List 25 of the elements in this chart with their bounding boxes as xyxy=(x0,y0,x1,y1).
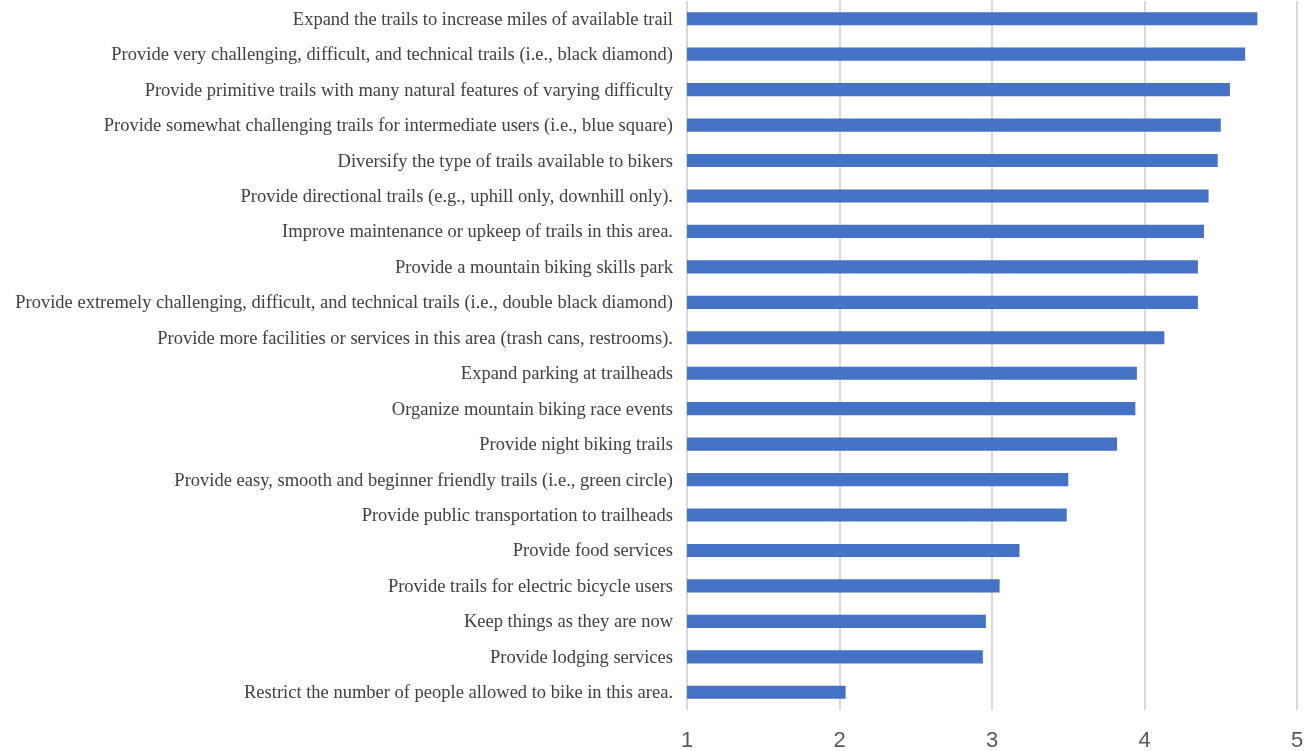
y-tick-label: Provide extremely challenging, difficult, and technical trails (i.e., double black diamond) xyxy=(15,292,673,314)
y-tick-label: Provide more facilities or services in this area (trash cans, restrooms). xyxy=(157,327,673,349)
y-tick-label: Improve maintenance or upkeep of trails in this area. xyxy=(282,221,673,242)
y-tick-label: Provide primitive trails with many natural features of varying difficulty xyxy=(144,79,674,100)
x-tick-label: 4 xyxy=(1138,726,1151,751)
y-tick-label: Provide directional trails (e.g., uphill only, downhill only). xyxy=(240,185,673,207)
y-tick-label: Provide night biking trails xyxy=(479,434,673,455)
x-tick-label: 5 xyxy=(1290,726,1304,751)
y-tick-label: Restrict the number of people allowed to bike in this area. xyxy=(244,682,673,703)
x-tick-label: 3 xyxy=(985,726,999,751)
y-tick-label: Provide trails for electric bicycle users xyxy=(387,575,673,596)
x-tick-label: 2 xyxy=(833,726,846,751)
y-tick-label: Expand parking at trailheads xyxy=(460,363,673,384)
y-tick-label: Diversify the type of trails available to bikers xyxy=(337,150,673,171)
y-tick-label: Provide public transportation to trailheads xyxy=(361,505,673,526)
y-tick-label: Organize mountain biking race events xyxy=(391,398,673,419)
y-tick-label: Provide easy, smooth and beginner friendly trails (i.e., green circle) xyxy=(174,469,673,491)
y-tick-label: Provide somewhat challenging trails for intermediate users (i.e., blue square) xyxy=(103,115,673,137)
y-tick-label: Provide lodging services xyxy=(490,646,673,667)
y-tick-label: Provide very challenging, difficult, and technical trails (i.e., black diamond) xyxy=(111,44,673,66)
y-tick-label: Expand the trails to increase miles of available trail xyxy=(292,8,673,29)
x-tick-label: 1 xyxy=(680,726,694,751)
y-tick-label: Provide a mountain biking skills park xyxy=(395,256,674,277)
y-tick-label: Keep things as they are now xyxy=(463,611,674,632)
y-tick-label: Provide food services xyxy=(512,540,673,561)
